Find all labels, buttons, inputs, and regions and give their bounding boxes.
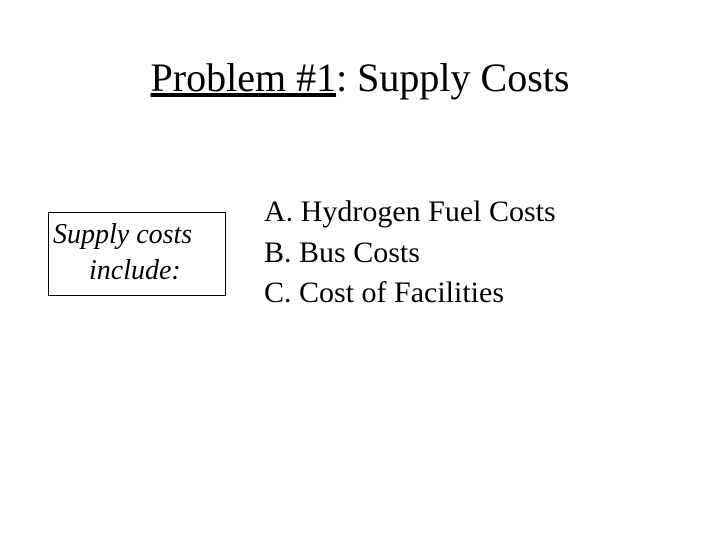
- supply-costs-box: Supply costs include:: [48, 212, 226, 296]
- slide-title: Problem #1: Supply Costs: [0, 54, 720, 101]
- cost-list: A. Hydrogen Fuel Costs B. Bus Costs C. C…: [264, 192, 556, 314]
- box-line-2: include:: [53, 253, 225, 289]
- title-underlined: Problem #1: [151, 55, 337, 100]
- title-rest: : Supply Costs: [336, 55, 569, 100]
- box-line-1: Supply costs: [53, 217, 225, 253]
- list-item: C. Cost of Facilities: [264, 273, 556, 314]
- list-item: B. Bus Costs: [264, 233, 556, 274]
- list-item: A. Hydrogen Fuel Costs: [264, 192, 556, 233]
